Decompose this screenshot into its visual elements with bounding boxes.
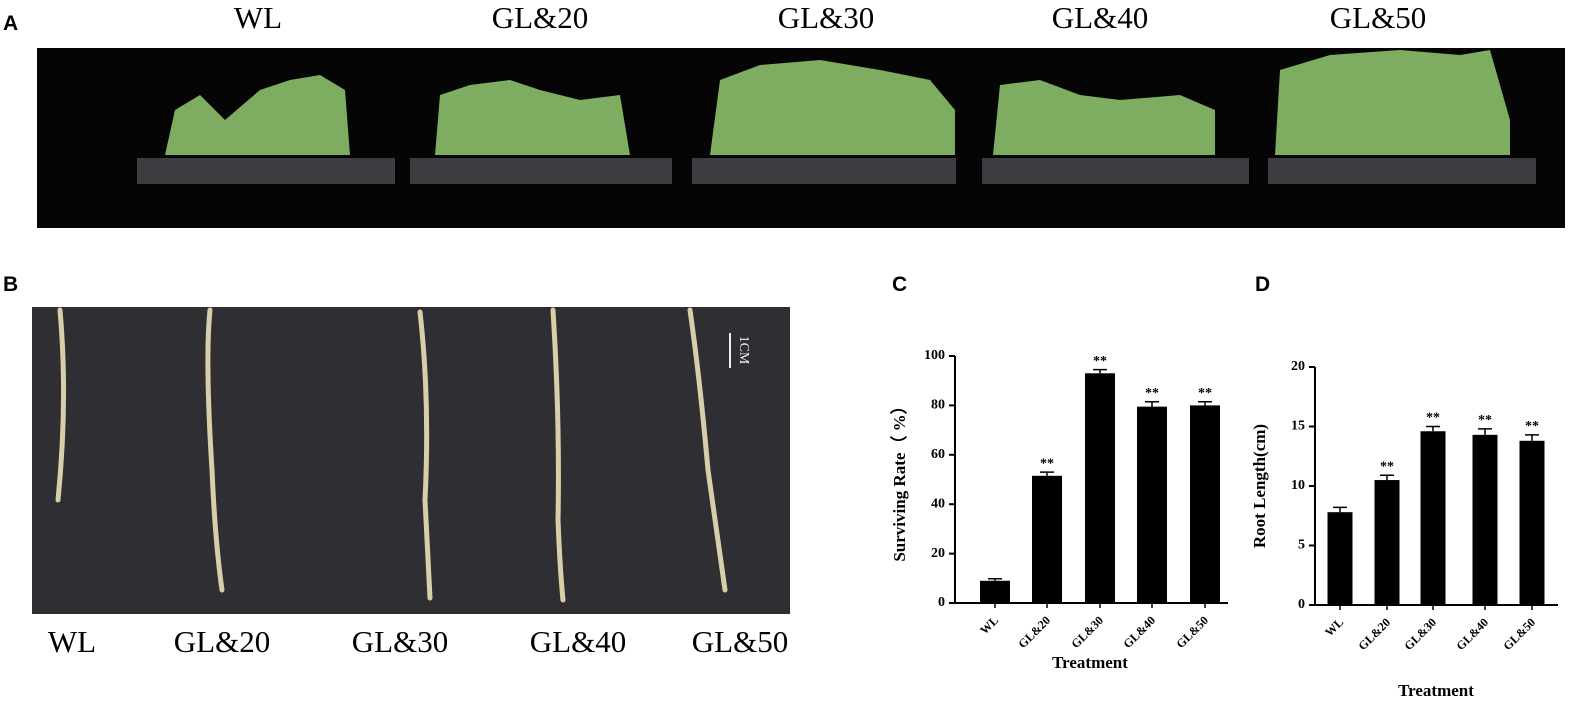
error-bar	[1093, 368, 1107, 374]
panel-label: A	[3, 12, 18, 35]
bar	[1420, 431, 1446, 605]
y-tick-label: 20	[1291, 359, 1305, 374]
treatment-label: GL&50	[692, 624, 788, 659]
treatment-label: GL&40	[530, 624, 626, 659]
significance-label: **	[1525, 419, 1539, 434]
x-tick-label: WL	[1322, 615, 1346, 639]
treatment-label: GL&30	[352, 624, 448, 659]
y-axis-title: Surviving Rate（ %）	[889, 397, 909, 561]
x-tick-label: GL&40	[1120, 613, 1158, 651]
x-tick-label: GL&50	[1173, 613, 1211, 651]
x-tick-label: WL	[977, 613, 1001, 637]
photo-b	[32, 307, 790, 614]
error-bar	[1525, 434, 1539, 441]
y-tick-label: 20	[931, 546, 945, 561]
x-tick-label: GL&20	[1355, 615, 1393, 653]
treatment-label: GL&20	[492, 0, 588, 35]
x-tick-label: GL&30	[1401, 615, 1439, 653]
significance-label: **	[1478, 413, 1492, 428]
treatment-label: GL&20	[174, 624, 270, 659]
y-tick-label: 80	[931, 398, 945, 413]
significance-label: **	[1093, 354, 1107, 369]
bar	[1137, 406, 1167, 603]
x-tick-label: GL&30	[1068, 613, 1106, 651]
bar	[1032, 475, 1062, 603]
bar	[1519, 440, 1545, 605]
bar	[980, 580, 1010, 603]
x-tick-label: GL&20	[1015, 613, 1053, 651]
y-tick-label: 5	[1298, 538, 1305, 553]
panel-label: D	[1255, 273, 1270, 296]
significance-label: **	[1198, 386, 1212, 401]
error-bar	[988, 578, 1002, 581]
x-tick-label: GL&40	[1453, 615, 1491, 653]
treatment-label: WL	[48, 624, 96, 659]
x-axis-title: Treatment	[1398, 681, 1474, 700]
panel-label: B	[3, 273, 18, 296]
x-tick-label: GL&50	[1500, 615, 1538, 653]
error-bar	[1426, 425, 1440, 432]
x-axis-title: Treatment	[1052, 653, 1128, 672]
trays	[137, 158, 1536, 184]
error-bar	[1198, 400, 1212, 406]
y-tick-label: 40	[931, 496, 945, 511]
treatment-label: GL&40	[1052, 0, 1148, 35]
treatment-label: GL&50	[1330, 0, 1426, 35]
bar	[1472, 434, 1498, 605]
roots	[55, 307, 728, 603]
error-bar	[1145, 400, 1159, 407]
plants	[165, 50, 1510, 155]
y-tick-label: 100	[924, 348, 945, 363]
treatment-label: WL	[234, 0, 282, 35]
significance-label: **	[1380, 460, 1394, 475]
scale-label: 1CM	[736, 336, 751, 365]
y-tick-label: 10	[1291, 478, 1305, 493]
y-axis-title: Root Length(cm)	[1250, 424, 1269, 548]
error-bar	[1478, 428, 1492, 435]
y-tick-label: 60	[931, 447, 945, 462]
error-bar	[1333, 506, 1347, 513]
treatment-label: GL&30	[778, 0, 874, 35]
bar	[1327, 512, 1353, 605]
y-tick-label: 0	[1298, 597, 1305, 612]
bar	[1190, 405, 1220, 603]
y-tick-label: 0	[938, 595, 945, 610]
significance-label: **	[1145, 386, 1159, 401]
bar	[1085, 373, 1115, 603]
significance-label: **	[1426, 411, 1440, 426]
error-bar	[1380, 474, 1394, 481]
significance-label: **	[1040, 456, 1054, 471]
panel-label: C	[892, 273, 907, 296]
bar	[1374, 480, 1400, 605]
y-tick-label: 15	[1291, 419, 1305, 434]
error-bar	[1040, 471, 1054, 476]
